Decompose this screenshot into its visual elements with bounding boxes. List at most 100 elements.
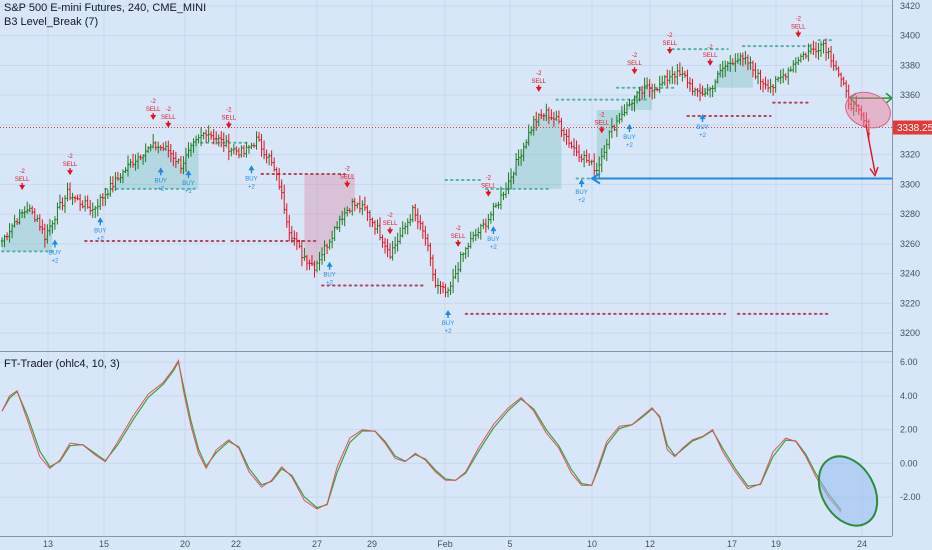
time-tick-label: 12 — [645, 539, 655, 549]
candle-up — [807, 43, 810, 62]
candle-up — [779, 69, 782, 85]
candle-down — [378, 217, 382, 241]
time-tick-label: 5 — [507, 539, 512, 549]
sell-count: -2 — [536, 71, 542, 77]
sell-label: SELL — [531, 79, 546, 85]
candle-down — [154, 141, 157, 151]
candle-down — [613, 124, 616, 132]
candle-up — [48, 219, 52, 236]
candle-up — [467, 242, 470, 258]
candle-down — [580, 153, 583, 163]
candle-up — [356, 202, 359, 209]
candle-down — [837, 66, 840, 78]
candle-up — [346, 206, 349, 217]
price-tick-label: 3360 — [900, 90, 920, 100]
candle-up — [126, 155, 130, 177]
candle-up — [323, 240, 326, 262]
candle-down — [426, 233, 430, 252]
candle-up — [504, 182, 508, 199]
sell-arrow-icon — [485, 191, 492, 197]
candle-down — [31, 205, 34, 215]
candle-up — [26, 201, 29, 214]
sell-arrow-icon — [455, 241, 462, 247]
candle-up — [713, 79, 717, 93]
osc-tick-label: 4.00 — [900, 391, 918, 401]
candle-down — [857, 104, 860, 115]
candle-up — [119, 173, 122, 184]
sell-arrow-icon — [225, 123, 232, 129]
candle-up — [328, 239, 331, 250]
candle-up — [693, 87, 697, 96]
candle-down — [804, 52, 808, 59]
candle-down — [111, 176, 115, 193]
candle-up — [530, 126, 533, 136]
candle-up — [18, 208, 21, 225]
candle-up — [499, 186, 503, 210]
candle-down — [270, 150, 273, 166]
buy-signal: BUY +2 — [182, 170, 195, 195]
candle-down — [101, 193, 104, 207]
candle-up — [519, 148, 523, 166]
candle-up — [461, 252, 465, 262]
price-tick-label: 3200 — [900, 328, 920, 338]
candle-up — [187, 142, 190, 159]
candle-down — [159, 144, 162, 151]
candle-up — [711, 85, 714, 98]
candle-up — [464, 246, 467, 259]
candle-up — [532, 115, 535, 136]
support-zone — [506, 110, 562, 190]
candle-up — [267, 153, 271, 166]
candle-up — [240, 145, 243, 158]
candle-up — [58, 194, 62, 210]
candle-up — [703, 88, 707, 97]
candle-up — [10, 223, 14, 239]
sell-count: -2 — [226, 108, 232, 114]
candle-up — [341, 210, 344, 226]
candle-down — [585, 149, 588, 163]
candle-down — [812, 40, 815, 56]
candle-up — [756, 68, 760, 85]
candle-down — [295, 232, 299, 251]
candle-up — [232, 144, 236, 155]
candle-down — [761, 78, 765, 93]
candle-up — [724, 60, 727, 77]
sell-count: -2 — [632, 53, 638, 59]
candle-up — [146, 146, 150, 153]
candle-down — [5, 232, 9, 241]
time-tick-label: 20 — [180, 539, 190, 549]
candle-up — [454, 265, 457, 280]
candle-up — [729, 55, 732, 73]
candle-up — [459, 251, 462, 273]
candle-up — [749, 56, 752, 70]
candle-down — [567, 128, 571, 148]
candle-down — [824, 38, 828, 61]
buy-count: +2 — [578, 198, 586, 204]
candle-up — [809, 43, 813, 55]
candle-down — [542, 113, 545, 121]
candle-down — [648, 79, 651, 98]
candle-up — [192, 138, 195, 153]
buy-label: BUY — [323, 273, 335, 279]
candle-down — [272, 157, 276, 172]
candle-up — [633, 95, 636, 112]
candle-up — [141, 154, 145, 165]
candle-up — [615, 115, 619, 137]
osc-tick-label: 6.00 — [900, 357, 918, 367]
price-tick-label: 3300 — [900, 179, 920, 189]
candle-down — [162, 142, 165, 152]
buy-count: +2 — [626, 143, 634, 149]
sell-label: SELL — [703, 53, 718, 59]
candle-down — [547, 107, 551, 124]
candle-down — [280, 179, 283, 200]
candle-up — [56, 202, 59, 225]
candle-up — [774, 76, 777, 93]
candle-down — [366, 205, 369, 222]
buy-label: BUY — [155, 178, 167, 184]
candle-down — [764, 76, 767, 90]
candle-down — [640, 85, 644, 100]
candle-up — [512, 171, 515, 184]
candle-up — [184, 147, 188, 172]
sell-count: -2 — [166, 107, 172, 113]
